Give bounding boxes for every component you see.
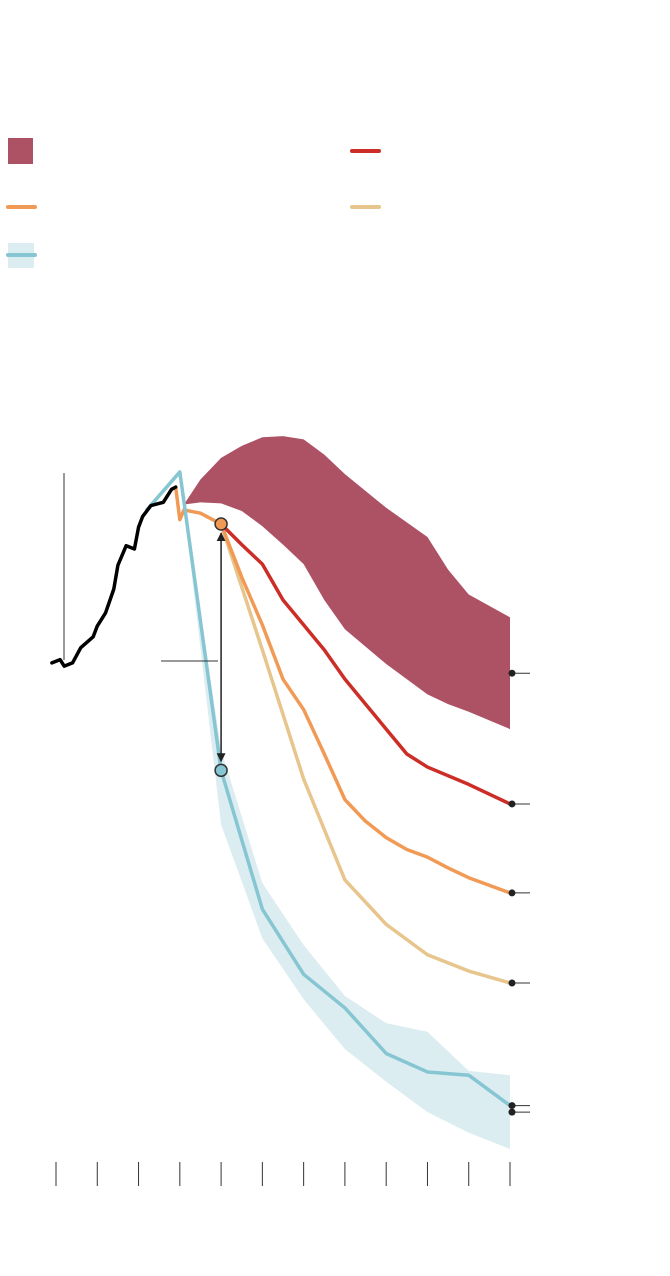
- end-dot: [508, 1108, 516, 1116]
- plot-area: [50, 436, 512, 1149]
- legend: [6, 138, 381, 268]
- end-dot: [508, 979, 516, 987]
- range-band: [183, 436, 511, 730]
- series-line: [219, 522, 512, 806]
- highlight-point: [214, 763, 228, 778]
- overlay: [214, 517, 530, 1116]
- highlight-point: [214, 517, 228, 531]
- series-line: [145, 470, 512, 1108]
- legend-swatch: [8, 138, 33, 164]
- grid: [55, 1162, 511, 1186]
- end-dot: [508, 669, 516, 677]
- end-dot: [508, 1102, 516, 1110]
- series-line: [219, 522, 512, 985]
- end-dot: [508, 889, 516, 897]
- series-line: [50, 485, 178, 668]
- end-dot: [508, 800, 516, 808]
- series-line: [173, 485, 512, 895]
